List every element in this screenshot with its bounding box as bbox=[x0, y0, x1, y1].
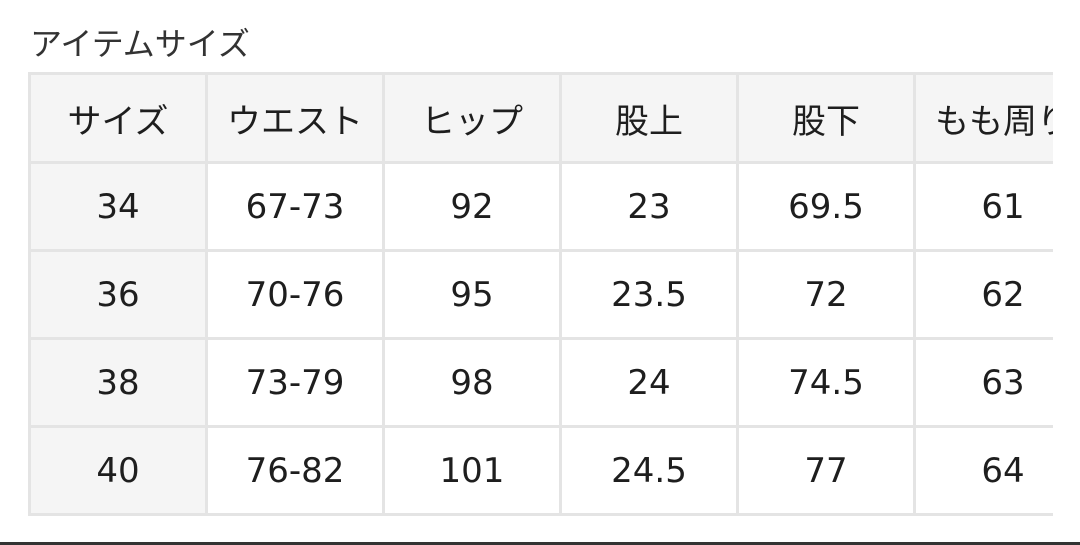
column-header: 股下 bbox=[736, 72, 916, 164]
column-header: サイズ bbox=[28, 72, 208, 164]
table-row: 34 67-73 92 23 69.5 61 bbox=[28, 161, 1053, 252]
table-cell: 76-82 bbox=[205, 425, 385, 516]
table-cell: 62 bbox=[913, 249, 1053, 340]
table-cell: 23 bbox=[559, 161, 739, 252]
column-header: もも周り bbox=[913, 72, 1053, 164]
table-cell: 24.5 bbox=[559, 425, 739, 516]
table-cell: 67-73 bbox=[205, 161, 385, 252]
table-cell: 70-76 bbox=[205, 249, 385, 340]
table-cell: 69.5 bbox=[736, 161, 916, 252]
table-cell: 77 bbox=[736, 425, 916, 516]
table-row: 38 73-79 98 24 74.5 63 bbox=[28, 337, 1053, 428]
size-table: サイズウエストヒップ股上股下もも周り 3467-73922369.5613670… bbox=[28, 72, 1053, 516]
table-cell: 64 bbox=[913, 425, 1053, 516]
table-row: 36 70-76 95 23.5 72 62 bbox=[28, 249, 1053, 340]
table-cell: 72 bbox=[736, 249, 916, 340]
size-cell: 34 bbox=[28, 161, 208, 252]
column-header: ウエスト bbox=[205, 72, 385, 164]
section-title: アイテムサイズ bbox=[30, 25, 250, 63]
table-cell: 73-79 bbox=[205, 337, 385, 428]
table-cell: 98 bbox=[382, 337, 562, 428]
table-cell: 61 bbox=[913, 161, 1053, 252]
table-cell: 101 bbox=[382, 425, 562, 516]
table-row: 40 76-82 101 24.5 77 64 bbox=[28, 425, 1053, 516]
column-header: ヒップ bbox=[382, 72, 562, 164]
header-row: サイズウエストヒップ股上股下もも周り bbox=[28, 72, 1053, 164]
table-cell: 92 bbox=[382, 161, 562, 252]
table-cell: 74.5 bbox=[736, 337, 916, 428]
table-cell: 63 bbox=[913, 337, 1053, 428]
table-cell: 95 bbox=[382, 249, 562, 340]
size-cell: 40 bbox=[28, 425, 208, 516]
column-header: 股上 bbox=[559, 72, 739, 164]
size-cell: 36 bbox=[28, 249, 208, 340]
size-table-container[interactable]: サイズウエストヒップ股上股下もも周り 3467-73922369.5613670… bbox=[28, 72, 1053, 528]
table-cell: 24 bbox=[559, 337, 739, 428]
size-cell: 38 bbox=[28, 337, 208, 428]
divider bbox=[0, 542, 1080, 545]
table-cell: 23.5 bbox=[559, 249, 739, 340]
